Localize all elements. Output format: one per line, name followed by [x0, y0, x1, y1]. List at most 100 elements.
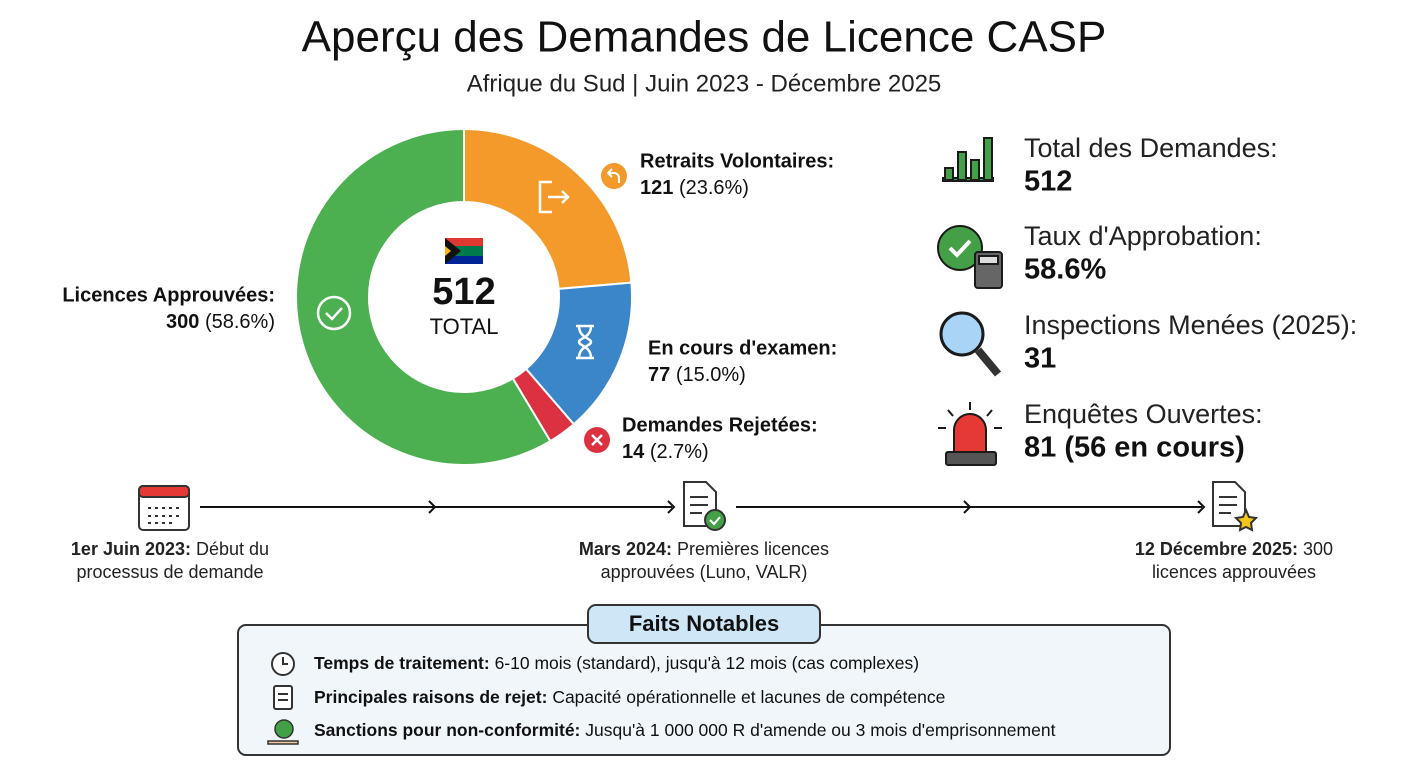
stat-label: Taux d'Approbation: [1024, 221, 1262, 251]
stat-label: Total des Demandes: [1024, 133, 1278, 163]
fact-body: 6-10 mois (standard), jusqu'à 12 mois (c… [495, 653, 920, 673]
clock-icon [271, 652, 295, 676]
fact-text: Temps de traitement: 6-10 mois (standard… [314, 653, 919, 673]
timeline [200, 500, 1206, 514]
data-label: 77 (15.0%) [648, 364, 746, 386]
timeline-text: Mars 2024: Premières licences [579, 539, 829, 559]
stat-value: 512 [1024, 166, 1072, 198]
timeline-date: 12 Décembre 2025: [1135, 539, 1298, 559]
alarm-icon-part [945, 451, 997, 466]
center-value: 512 [432, 271, 495, 313]
fact-body: Capacité opérationnelle et lacunes de co… [552, 687, 945, 707]
timeline-text: 12 Décembre 2025: 300 [1135, 539, 1333, 559]
magnifier-icon-part [939, 311, 985, 357]
data-label-value: 300 [166, 311, 199, 333]
document-check-icon-part [690, 496, 708, 514]
data-label: 14 (2.7%) [622, 441, 709, 463]
clipboard-icon [273, 685, 293, 710]
approval-icon-part [948, 239, 972, 258]
x-glyph [591, 434, 603, 446]
bar-chart-icon-part [944, 167, 954, 181]
data-label-percent: (58.6%) [205, 311, 275, 333]
money-icon [267, 719, 299, 745]
alarm-icon-part [947, 409, 954, 417]
facts-title-pill [587, 604, 821, 644]
alarm-icon-part [953, 413, 987, 453]
approval-icon [937, 225, 1003, 289]
title: Aperçu des Demandes de Licence CASP [302, 13, 1107, 62]
clock-icon-part [282, 657, 288, 665]
clipboard-icon-part [278, 693, 288, 701]
check-icon [316, 295, 352, 331]
bar-chart-icon-part [970, 159, 980, 181]
data-label-percent: (23.6%) [679, 177, 749, 199]
magnifier-icon-part [974, 347, 1002, 377]
timeline-line: Début du [196, 539, 269, 559]
timeline-part [428, 500, 437, 514]
bar-chart-icon-part [957, 151, 967, 181]
fact-body: Jusqu'à 1 000 000 R d'amende ou 3 mois d… [585, 720, 1055, 740]
fact-label: Temps de traitement: [314, 653, 490, 673]
timeline-line: processus de demande [76, 562, 263, 582]
facts-title: Faits Notables [629, 611, 779, 636]
timeline-part [1197, 500, 1206, 514]
category-label: Licences Approuvées: [62, 284, 275, 306]
fact-label: Sanctions pour non-conformité: [314, 720, 580, 740]
money-icon-part [274, 719, 294, 739]
fact-text: Sanctions pour non-conformité: Jusqu'à 1… [314, 720, 1056, 740]
stat-value: 81 (56 en cours) [1024, 432, 1245, 464]
document-star-icon-part [1233, 507, 1259, 532]
calendar-icon-part [138, 485, 190, 498]
slice-icons [316, 180, 594, 360]
data-label-value: 14 [622, 441, 645, 463]
exit-icon [538, 180, 570, 214]
magnifier-icon [939, 311, 1002, 377]
document-star-icon [1212, 481, 1259, 532]
timeline-line: Premières licences [677, 539, 829, 559]
bar-chart-icon-part [983, 137, 993, 181]
timeline-date: Mars 2024: [579, 539, 672, 559]
timeline-part [667, 500, 676, 514]
document-star-icon-part [1219, 496, 1237, 514]
calendar-icon-part [148, 507, 180, 524]
document-check-icon-part [704, 509, 726, 531]
data-label-value: 77 [648, 364, 670, 386]
timeline-line: licences approuvées [1152, 562, 1316, 582]
hourglass-icon [576, 324, 594, 360]
timeline-line: approuvées (Luno, VALR) [601, 562, 808, 582]
bar-chart-icon [942, 137, 994, 182]
category-label: Retraits Volontaires: [640, 150, 834, 172]
alarm-icon [938, 402, 1002, 466]
approval-icon-part [978, 255, 999, 265]
document-check-icon-part [709, 516, 721, 526]
flag-part [445, 238, 461, 264]
data-label-percent: (15.0%) [676, 364, 746, 386]
flag-part [445, 238, 483, 246]
subtitle: Afrique du Sud | Juin 2023 - Décembre 20… [467, 70, 942, 97]
fact-label: Principales raisons de rejet: [314, 687, 547, 707]
timeline-part [963, 500, 972, 514]
timeline-date: 1er Juin 2023: [71, 539, 191, 559]
data-label: 121 (23.6%) [640, 177, 749, 199]
flag-part [445, 256, 483, 264]
return-glyph [606, 168, 620, 183]
approval-icon-part [937, 225, 983, 271]
category-label: En cours d'examen: [648, 337, 837, 359]
money-icon-part [267, 740, 299, 745]
check-icon [325, 307, 343, 321]
category-icon [601, 163, 627, 189]
fact-text: Principales raisons de rejet: Capacité o… [314, 687, 945, 707]
stat-label: Inspections Menées (2025): [1024, 310, 1357, 340]
data-label: 300 (58.6%) [166, 311, 275, 333]
center-label: TOTAL [430, 314, 499, 339]
donut-slice [463, 127, 633, 290]
stat-value: 31 [1024, 343, 1056, 375]
alarm-icon-part [986, 409, 993, 417]
donut-slice [295, 127, 552, 466]
timeline-line: 300 [1303, 539, 1333, 559]
flag-icon [445, 238, 483, 264]
calendar-icon [138, 485, 190, 531]
stat-value: 58.6% [1024, 254, 1106, 286]
category-label: Demandes Rejetées: [622, 414, 818, 436]
